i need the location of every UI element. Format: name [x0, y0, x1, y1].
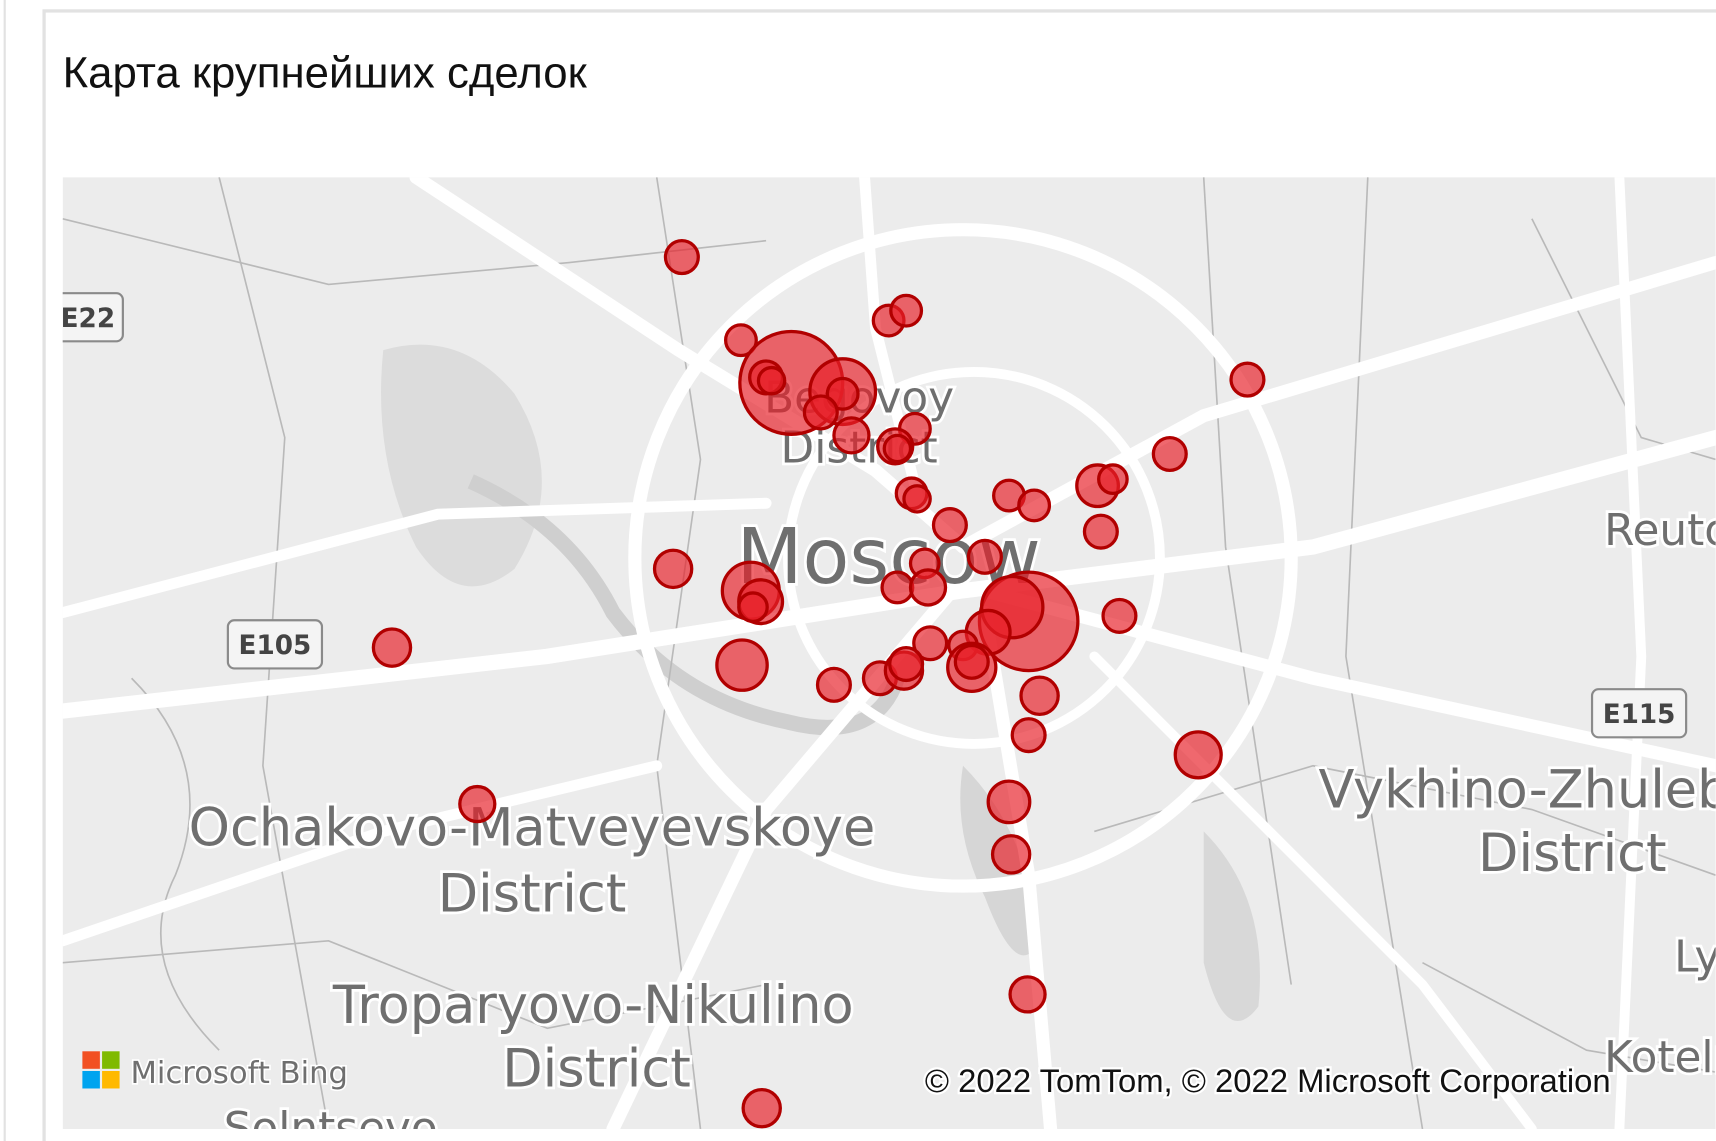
deal-bubble[interactable] [1010, 717, 1047, 754]
deal-bubble[interactable] [1101, 597, 1138, 634]
logo-text: Microsoft Bing [131, 1056, 348, 1091]
map: Moscow Begovoy District Reutov Ochakovo-… [61, 177, 1716, 1141]
deal-bubble[interactable] [1151, 435, 1188, 473]
deal-bubble[interactable] [882, 433, 913, 464]
deal-bubble[interactable] [663, 239, 700, 276]
deal-bubble[interactable] [1082, 513, 1119, 550]
district-label: Reutov [1604, 505, 1716, 556]
bing-logo: Microsoft Bing [82, 1051, 350, 1093]
deal-bubble[interactable] [715, 638, 769, 692]
district-label: Solntsevo [224, 1103, 438, 1141]
deal-bubble[interactable] [986, 779, 1032, 825]
deal-bubbles [371, 239, 1266, 1129]
deal-bubble[interactable] [756, 365, 787, 396]
map-terrain [381, 344, 1260, 1022]
deal-bubble[interactable] [990, 834, 1032, 875]
visual-title: Карта крупнейших сделок [63, 49, 588, 98]
district-label: Ochakovo-Matveyevskoye [189, 798, 876, 859]
deal-bubble[interactable] [802, 394, 839, 431]
district-label: District [502, 1038, 691, 1099]
deal-bubble[interactable] [880, 570, 915, 605]
deal-bubble[interactable] [1008, 975, 1047, 1014]
deal-bubble[interactable] [1017, 488, 1052, 523]
deal-bubble[interactable] [741, 1087, 782, 1129]
district-label: Kotelniki [1604, 1032, 1716, 1083]
deal-bubble[interactable] [931, 507, 968, 544]
deal-bubble[interactable] [815, 666, 852, 703]
deal-bubble[interactable] [832, 416, 871, 455]
deal-bubble[interactable] [966, 538, 1003, 575]
deal-bubble[interactable] [723, 323, 758, 358]
district-label: District [438, 863, 627, 924]
shield-label: E115 [1603, 700, 1676, 730]
deal-bubble[interactable] [1019, 675, 1060, 716]
deal-bubble[interactable] [737, 591, 769, 624]
deal-bubble[interactable] [889, 293, 924, 328]
attribution: © 2022 TomTom, © 2022 Microsoft Corporat… [925, 1062, 1611, 1099]
deal-bubble[interactable] [902, 484, 932, 514]
road-shields: E22 E105 E115 [61, 292, 1688, 739]
shield-label: E105 [239, 631, 312, 661]
district-label: District [1478, 823, 1667, 884]
district-label: Lyublino [1674, 931, 1716, 982]
deal-bubble[interactable] [458, 784, 497, 824]
deal-bubble[interactable] [912, 625, 949, 662]
deal-bubble[interactable] [371, 627, 413, 668]
deal-bubble[interactable] [1097, 463, 1129, 496]
district-label: Vykhino-Zhulebino [1319, 759, 1716, 820]
deal-bubble[interactable] [908, 568, 948, 607]
shield-label: E22 [61, 304, 115, 334]
deal-bubble[interactable] [652, 548, 694, 590]
deal-bubble[interactable] [1229, 361, 1266, 398]
deal-bubble[interactable] [953, 643, 990, 680]
deal-bubble[interactable] [888, 645, 925, 683]
deal-bubble[interactable] [1173, 730, 1223, 780]
district-label: Troparyovo-Nikulino [332, 975, 854, 1036]
